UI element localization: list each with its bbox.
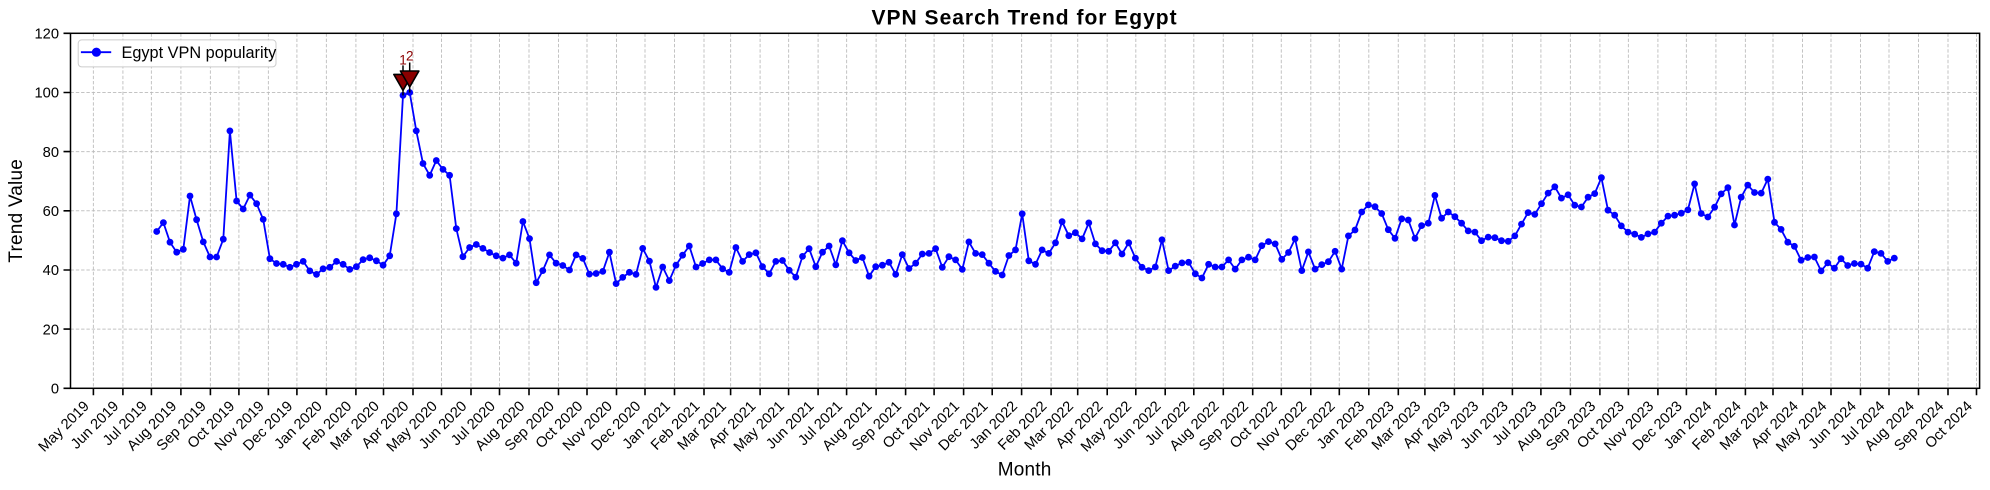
svg-text:20: 20 bbox=[43, 322, 59, 338]
svg-text:100: 100 bbox=[34, 86, 59, 102]
svg-text:1: 1 bbox=[399, 52, 407, 67]
svg-text:40: 40 bbox=[43, 263, 59, 279]
svg-text:Trend Value: Trend Value bbox=[6, 159, 27, 263]
svg-text:Month: Month bbox=[998, 460, 1052, 481]
svg-text:2: 2 bbox=[406, 49, 414, 64]
svg-text:120: 120 bbox=[34, 27, 59, 43]
svg-text:60: 60 bbox=[43, 204, 59, 220]
svg-text:0: 0 bbox=[51, 382, 59, 398]
svg-text:Egypt VPN popularity: Egypt VPN popularity bbox=[122, 44, 278, 62]
svg-text:80: 80 bbox=[43, 145, 59, 161]
svg-text:VPN Search Trend for Egypt: VPN Search Trend for Egypt bbox=[872, 7, 1178, 30]
